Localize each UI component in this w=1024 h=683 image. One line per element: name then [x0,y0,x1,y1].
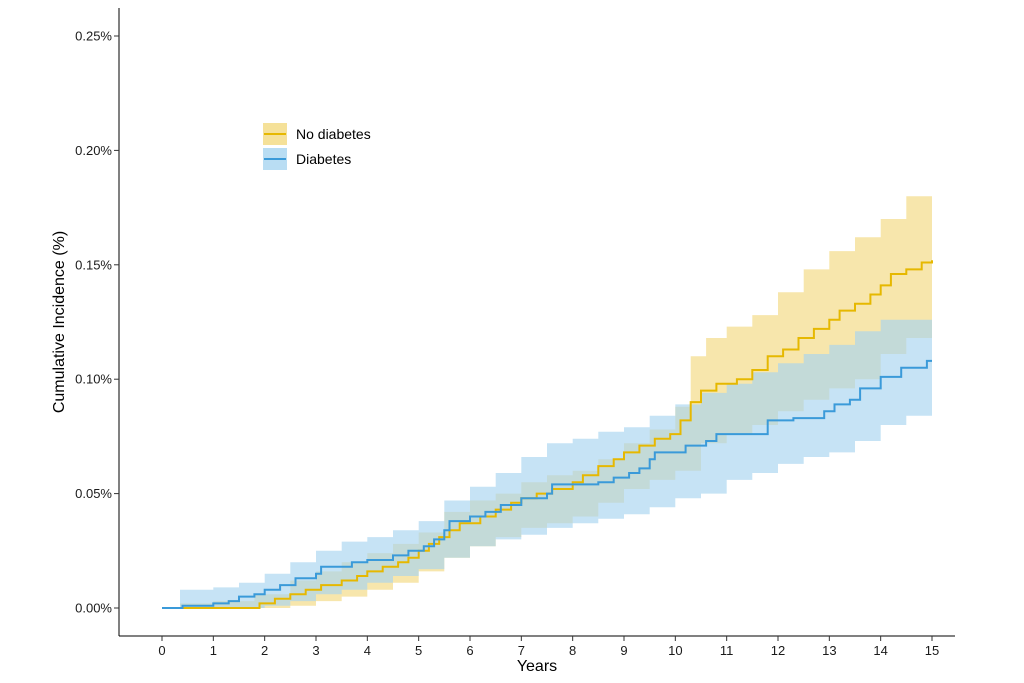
x-axis-title: Years [517,658,557,675]
incidence-lines [162,260,933,609]
x-tick-label: 13 [822,643,836,658]
y-tick-label: 0.15% [75,257,112,272]
x-tick-label: 4 [364,643,371,658]
legend-label-no-diabetes: No diabetes [296,126,371,142]
x-tick-label: 9 [620,643,627,658]
x-tick-label: 11 [720,643,734,658]
x-tick-label: 2 [261,643,268,658]
x-tick-label: 12 [771,643,785,658]
x-tick-label: 14 [873,643,887,658]
y-axis-title: Cumulative Incidence (%) [51,231,68,413]
legend-item-diabetes: Diabetes [263,148,351,170]
x-tick-label: 8 [569,643,576,658]
y-tick-label: 0.20% [75,143,112,158]
x-tick-label: 1 [210,643,217,658]
legend: No diabetes Diabetes [263,123,371,170]
legend-label-diabetes: Diabetes [296,151,351,167]
axes: 0 1 2 3 4 5 6 7 8 9 10 11 12 13 14 15 0.00%0.05%0.10%0.… [75,8,955,658]
y-tick-label: 0.00% [75,601,112,616]
x-tick-label: 0 [158,643,165,658]
x-tick-label: 15 [925,643,939,658]
x-tick-label: 7 [518,643,525,658]
band-diabetes [162,319,932,608]
x-axis-ticks: 0 1 2 3 4 5 6 7 8 9 10 11 12 13 14 15 [158,636,939,658]
y-tick-label: 0.10% [75,372,112,387]
x-tick-label: 10 [668,643,682,658]
y-tick-label: 0.25% [75,29,112,44]
x-tick-label: 3 [312,643,319,658]
y-tick-label: 0.05% [75,486,112,501]
line-diabetes [162,359,932,609]
x-tick-label: 6 [466,643,473,658]
legend-item-no-diabetes: No diabetes [263,123,371,145]
x-tick-label: 5 [415,643,422,658]
y-axis-ticks: 0.00% 0.05% 0.10% 0.15% 0.20% 0.25% [75,29,119,616]
line-no-diabetes [162,260,933,609]
confidence-bands [162,189,932,609]
